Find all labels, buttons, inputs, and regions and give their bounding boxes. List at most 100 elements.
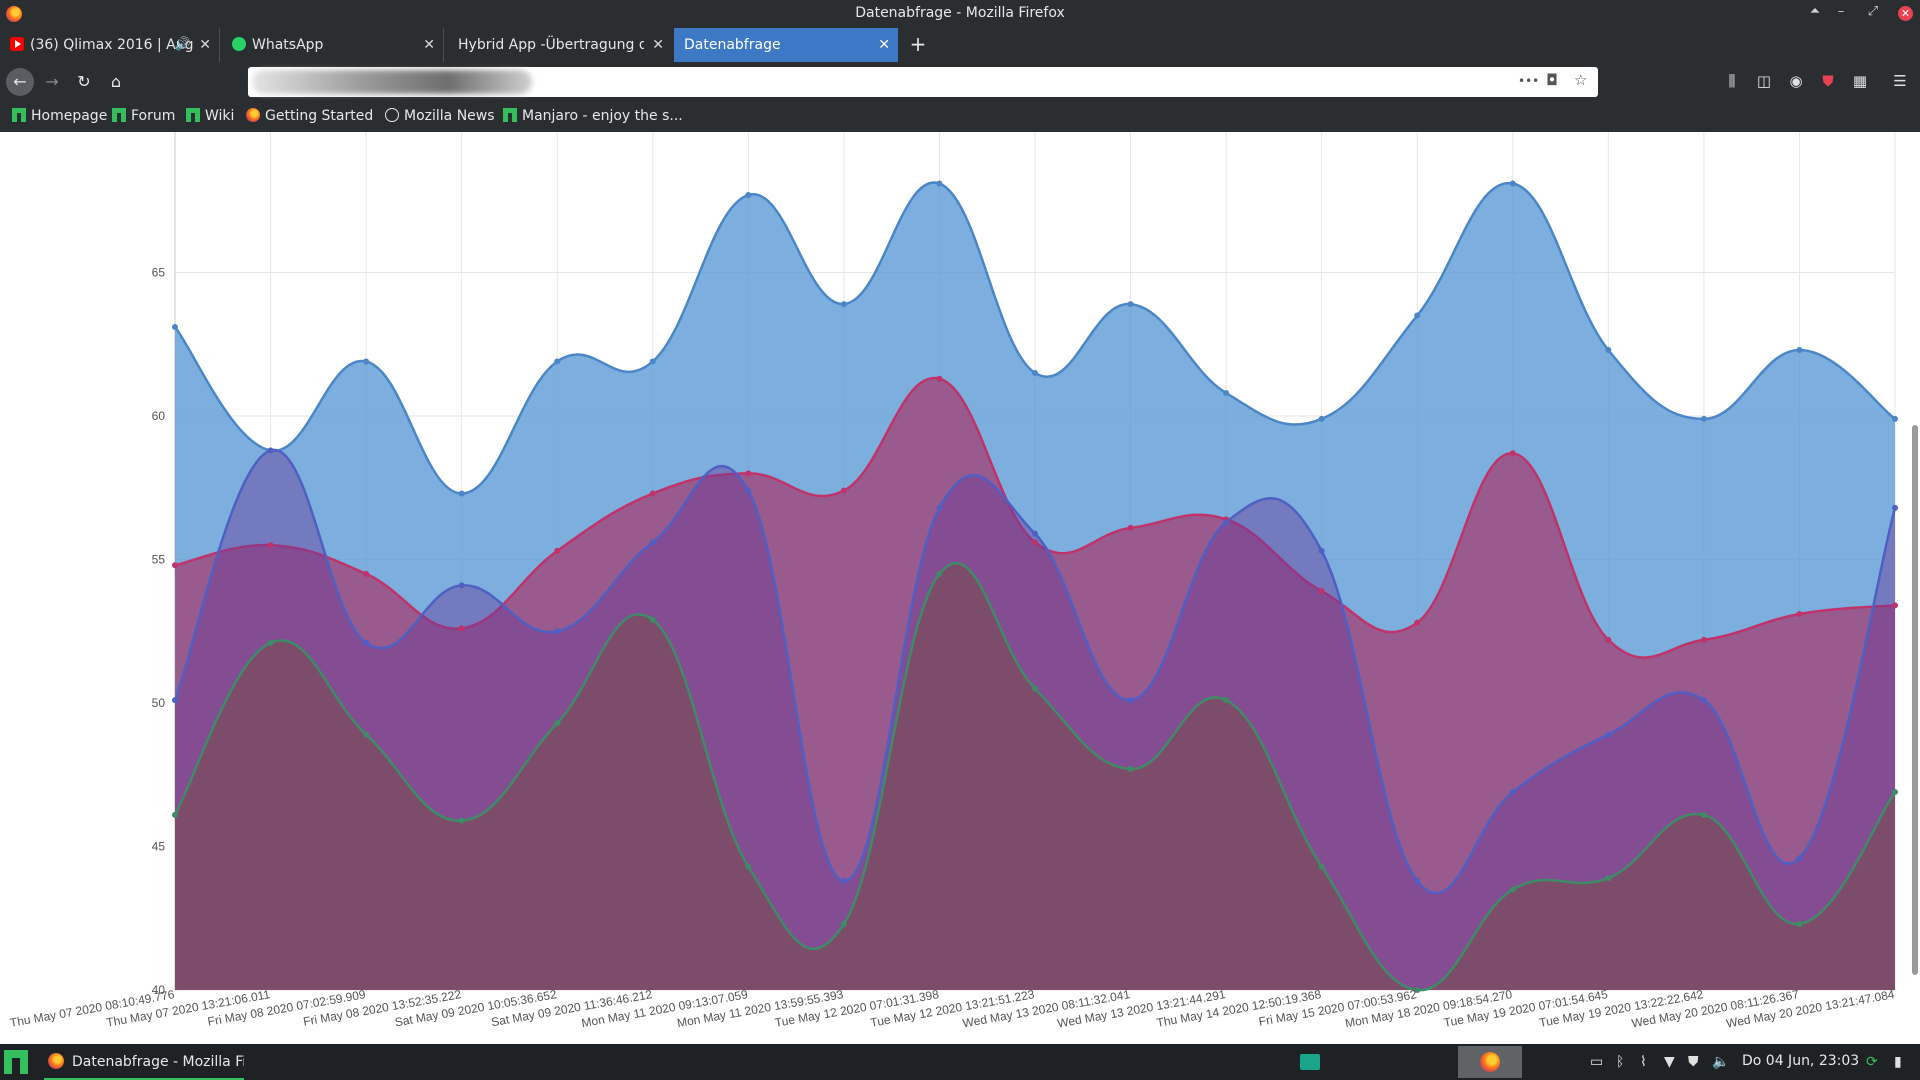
series-2-point[interactable] — [1127, 524, 1134, 531]
series-4-point[interactable] — [1127, 766, 1134, 773]
series-1-point[interactable] — [1318, 415, 1325, 422]
series-1-point[interactable] — [1892, 415, 1898, 422]
series-1-point[interactable] — [172, 324, 178, 331]
bluetooth-icon[interactable]: ᛒ — [1616, 1054, 1625, 1070]
forward-button[interactable]: → — [45, 72, 59, 91]
series-1-point[interactable] — [1414, 312, 1421, 319]
volume-icon[interactable]: 🔈 — [1712, 1054, 1730, 1070]
series-4-point[interactable] — [1414, 987, 1421, 993]
series-3-point[interactable] — [458, 582, 465, 589]
page-scrollbar[interactable] — [1912, 425, 1918, 975]
series-2-point[interactable] — [649, 490, 656, 497]
series-3-point[interactable] — [1892, 504, 1898, 511]
series-2-point[interactable] — [840, 487, 847, 494]
terminal-app-icon[interactable] — [1300, 1054, 1320, 1070]
series-1-point[interactable] — [1032, 369, 1038, 376]
series-4-point[interactable] — [649, 616, 656, 623]
series-3-point[interactable] — [363, 639, 370, 646]
series-3-point[interactable] — [1223, 519, 1230, 526]
tab-audio-icon[interactable]: 🔊 — [174, 37, 191, 52]
series-4-point[interactable] — [1223, 697, 1230, 704]
series-1-point[interactable] — [1509, 180, 1516, 187]
url-bar[interactable]: ••• ◘ ☆ — [248, 67, 1598, 97]
update-icon[interactable]: ⟳ — [1866, 1054, 1878, 1070]
window-close-button[interactable]: ✕ — [1898, 6, 1913, 21]
extension-icon[interactable]: ▦ — [1852, 72, 1868, 90]
series-4-point[interactable] — [267, 639, 274, 646]
bookmark-manjaro[interactable]: Manjaro - enjoy the s... — [503, 108, 683, 124]
tab-datenabfrage[interactable]: Datenabfrage ✕ — [674, 28, 898, 62]
series-1-point[interactable] — [1605, 346, 1612, 353]
series-2-point[interactable] — [1032, 539, 1038, 546]
series-4-point[interactable] — [1892, 788, 1898, 795]
series-2-point[interactable] — [267, 542, 274, 549]
series-3-point[interactable] — [649, 539, 656, 546]
page-actions-icon[interactable]: ••• — [1518, 74, 1540, 88]
series-4-point[interactable] — [172, 811, 178, 818]
series-4-point[interactable] — [1509, 886, 1516, 893]
series-2-point[interactable] — [1318, 588, 1325, 595]
series-1-point[interactable] — [936, 180, 943, 187]
series-1-point[interactable] — [458, 490, 465, 497]
series-4-point[interactable] — [936, 570, 943, 577]
series-3-point[interactable] — [1605, 731, 1612, 738]
series-2-point[interactable] — [1509, 450, 1516, 457]
series-3-point[interactable] — [1127, 697, 1134, 704]
series-1-point[interactable] — [1223, 390, 1230, 397]
home-button[interactable]: ⌂ — [110, 72, 122, 91]
series-3-point[interactable] — [172, 697, 178, 704]
tab-qlimax[interactable]: (36) Qlimax 2016 | Ang 🔊 ✕ — [0, 28, 220, 62]
account-icon[interactable]: ◉ — [1789, 72, 1803, 90]
tab-close-icon[interactable]: ✕ — [652, 37, 664, 53]
series-1-point[interactable] — [363, 358, 370, 365]
series-4-point[interactable] — [745, 863, 752, 870]
bookmark-homepage[interactable]: Homepage — [12, 108, 107, 124]
new-tab-button[interactable]: + — [909, 32, 927, 56]
series-4-point[interactable] — [1796, 920, 1803, 927]
series-2-point[interactable] — [1700, 636, 1707, 643]
library-icon[interactable]: ⫼ — [1728, 72, 1736, 90]
series-1-point[interactable] — [745, 192, 752, 199]
tab-close-icon[interactable]: ✕ — [199, 37, 211, 53]
series-1-point[interactable] — [1796, 346, 1803, 353]
application-menu-button[interactable] — [4, 1050, 28, 1074]
tab-hybrid-app[interactable]: Hybrid App -Übertragung der ✕ — [448, 28, 672, 62]
series-4-point[interactable] — [458, 817, 465, 824]
series-3-point[interactable] — [840, 877, 847, 884]
series-2-point[interactable] — [1892, 602, 1898, 609]
series-4-point[interactable] — [1605, 875, 1612, 882]
tab-close-icon[interactable]: ✕ — [878, 37, 890, 53]
bookmark-getting-started[interactable]: Getting Started — [246, 108, 373, 124]
series-3-point[interactable] — [1796, 854, 1803, 861]
series-3-point[interactable] — [1318, 547, 1325, 554]
series-3-point[interactable] — [267, 447, 274, 454]
ublock-shield-icon[interactable]: ⛊ — [1822, 72, 1834, 90]
window-keep-above-icon[interactable]: ⏶ — [1809, 4, 1821, 19]
series-3-point[interactable] — [745, 487, 752, 494]
series-2-point[interactable] — [172, 562, 178, 569]
taskbar-firefox-launcher[interactable] — [1458, 1046, 1522, 1078]
series-3-point[interactable] — [554, 628, 561, 635]
series-2-point[interactable] — [745, 470, 752, 477]
series-2-point[interactable] — [554, 547, 561, 554]
bookmark-forum[interactable]: Forum — [112, 108, 175, 124]
tab-whatsapp[interactable]: WhatsApp ✕ — [222, 28, 444, 62]
pocket-icon[interactable]: ◘ — [1546, 71, 1558, 89]
series-1-point[interactable] — [1127, 301, 1134, 308]
bookmark-mozilla-news[interactable]: Mozilla News — [385, 108, 495, 124]
series-4-point[interactable] — [840, 920, 847, 927]
reload-button[interactable]: ↻ — [77, 72, 91, 91]
window-maximize-button[interactable]: ⤢ — [1867, 4, 1879, 19]
clipboard-icon[interactable]: ⌇ — [1640, 1054, 1647, 1070]
series-3-point[interactable] — [936, 504, 943, 511]
series-1-point[interactable] — [840, 301, 847, 308]
series-2-point[interactable] — [1605, 636, 1612, 643]
taskbar-firefox-task[interactable]: Datenabfrage - Mozilla Fir... — [44, 1044, 244, 1080]
series-4-point[interactable] — [1700, 811, 1707, 818]
wifi-icon[interactable]: ▼ — [1664, 1054, 1675, 1070]
clock[interactable]: Do 04 Jun, 23:03 — [1742, 1053, 1860, 1069]
battery-icon[interactable]: ▮ — [1894, 1054, 1902, 1070]
sidebar-icon[interactable]: ◫ — [1756, 72, 1772, 90]
series-2-point[interactable] — [936, 375, 943, 382]
series-2-point[interactable] — [363, 570, 370, 577]
